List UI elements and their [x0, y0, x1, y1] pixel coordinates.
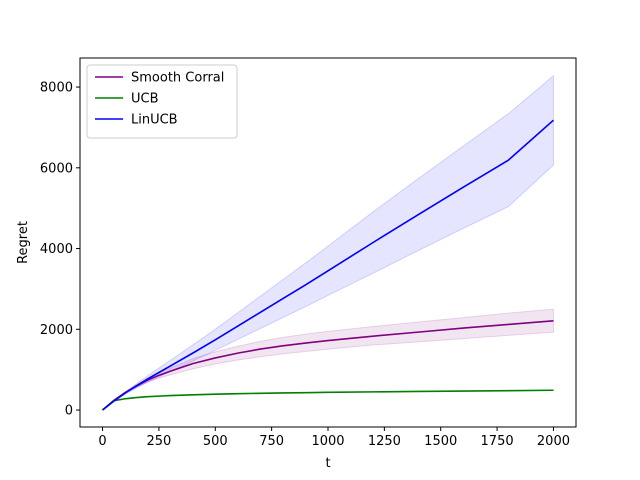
x-tick-label: 1000: [311, 434, 344, 449]
legend-label-linucb: LinUCB: [131, 113, 178, 128]
series-line-ucb: [102, 389, 554, 411]
x-tick-label: 1750: [481, 434, 514, 449]
x-tick-label: 0: [98, 434, 106, 449]
x-axis-label: t: [325, 456, 330, 471]
y-tick-label: 0: [65, 404, 73, 419]
series-lines: [102, 119, 554, 411]
y-tick-label: 8000: [40, 81, 73, 96]
x-tick-label: 1500: [424, 434, 457, 449]
x-tick-label: 1250: [368, 434, 401, 449]
y-tick-label: 2000: [40, 323, 73, 338]
legend: Smooth Corral UCB LinUCB: [86, 64, 238, 139]
legend-label-ucb: UCB: [131, 92, 159, 107]
x-tick-label: 2000: [537, 434, 570, 449]
y-axis-ticks: 0 2000 4000 6000 8000: [40, 81, 80, 419]
legend-label-smooth-corral: Smooth Corral: [131, 71, 224, 86]
legend-box: [86, 64, 238, 139]
y-tick-label: 6000: [40, 161, 73, 176]
y-tick-label: 4000: [40, 242, 73, 257]
x-tick-label: 750: [259, 434, 284, 449]
y-axis-label: Regret: [16, 221, 31, 264]
x-tick-label: 250: [146, 434, 171, 449]
x-tick-label: 500: [203, 434, 228, 449]
series-line-linucb: [102, 119, 554, 411]
x-axis-ticks: 0 250 500 750 1000 1250 1500 1750 2000: [98, 427, 570, 449]
band-smooth-corral: [102, 308, 554, 411]
